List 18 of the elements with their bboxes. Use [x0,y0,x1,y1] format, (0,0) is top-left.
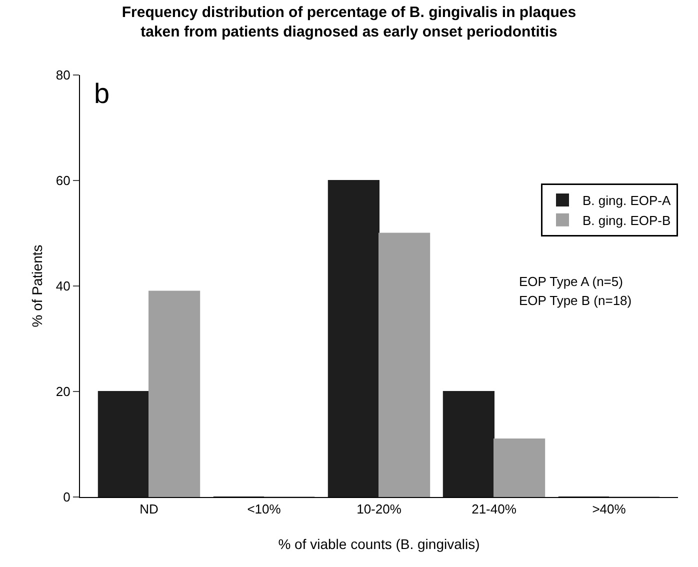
y-tick-label: 60 [56,173,70,188]
x-tick-label: 10-20% [356,502,402,517]
y-tick-label: 20 [56,384,70,400]
annotation: EOP Type A (n=5) [519,274,623,289]
x-tick-label: <10% [247,502,282,517]
annotation: b [94,78,110,109]
legend-label: B. ging. EOP-B [582,212,671,228]
x-tick-label: >40% [592,502,626,517]
x-axis-title: % of viable counts (B. gingivalis) [278,536,480,552]
x-tick-label: 21-40% [472,502,517,517]
chart-title: Frequency distribution of percentage of B. gingivalis in plaques taken from patients diagnosed as early onset periodontitis [122,4,576,41]
x-tick-label: ND [140,502,158,517]
y-tick-label: 80 [56,68,70,83]
annotation: EOP Type B (n=18) [519,293,632,308]
legend-label: B. ging. EOP-A [582,193,671,208]
y-tick-label: 0 [63,490,70,505]
y-axis-title: % of Patients [29,244,45,328]
y-tick-label: 40 [56,278,70,294]
